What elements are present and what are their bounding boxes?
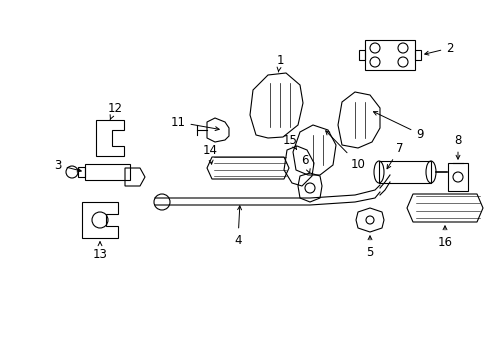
Text: 11: 11 [170, 116, 219, 131]
Text: 5: 5 [366, 236, 373, 258]
Text: 4: 4 [234, 206, 241, 247]
Text: 14: 14 [202, 144, 217, 164]
Text: 12: 12 [107, 102, 122, 120]
Text: 15: 15 [282, 134, 297, 149]
Text: 7: 7 [386, 141, 403, 169]
Text: 8: 8 [453, 134, 461, 159]
Text: 6: 6 [301, 153, 309, 173]
Bar [378, 161, 430, 183]
Text: 10: 10 [325, 131, 365, 171]
Text: 16: 16 [437, 226, 451, 248]
Bar [85, 164, 130, 180]
Text: 1: 1 [276, 54, 283, 72]
Text: 9: 9 [373, 112, 423, 140]
Text: 3: 3 [54, 158, 81, 172]
Text: 13: 13 [92, 242, 107, 261]
Text: 2: 2 [424, 41, 453, 55]
